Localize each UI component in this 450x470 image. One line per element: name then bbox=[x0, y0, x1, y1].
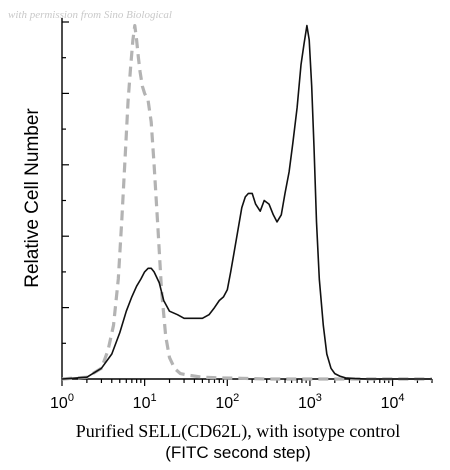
sell-cd62l-series bbox=[61, 24, 432, 380]
x-tick-label: 104 bbox=[381, 392, 405, 412]
y-axis-ticks bbox=[62, 21, 69, 380]
plot-frame bbox=[61, 18, 432, 380]
x-tick-label: 101 bbox=[133, 392, 157, 412]
chart-caption-line-2: (FITC second step) bbox=[165, 443, 311, 462]
x-tick-label: 103 bbox=[298, 392, 322, 412]
x-tick-label: 102 bbox=[215, 392, 239, 412]
series-layer bbox=[61, 24, 432, 381]
watermark-text: with permission from Sino Biological bbox=[8, 9, 172, 21]
y-axis-title: Relative Cell Number bbox=[22, 108, 43, 288]
x-tick-label: 100 bbox=[50, 392, 74, 412]
x-axis-tick-labels: 100 101 102 103 104 bbox=[50, 392, 404, 412]
isotype-control-series bbox=[61, 24, 432, 381]
chart-caption-line-1: Purified SELL(CD62L), with isotype contr… bbox=[76, 421, 400, 442]
x-axis-ticks bbox=[61, 379, 433, 386]
